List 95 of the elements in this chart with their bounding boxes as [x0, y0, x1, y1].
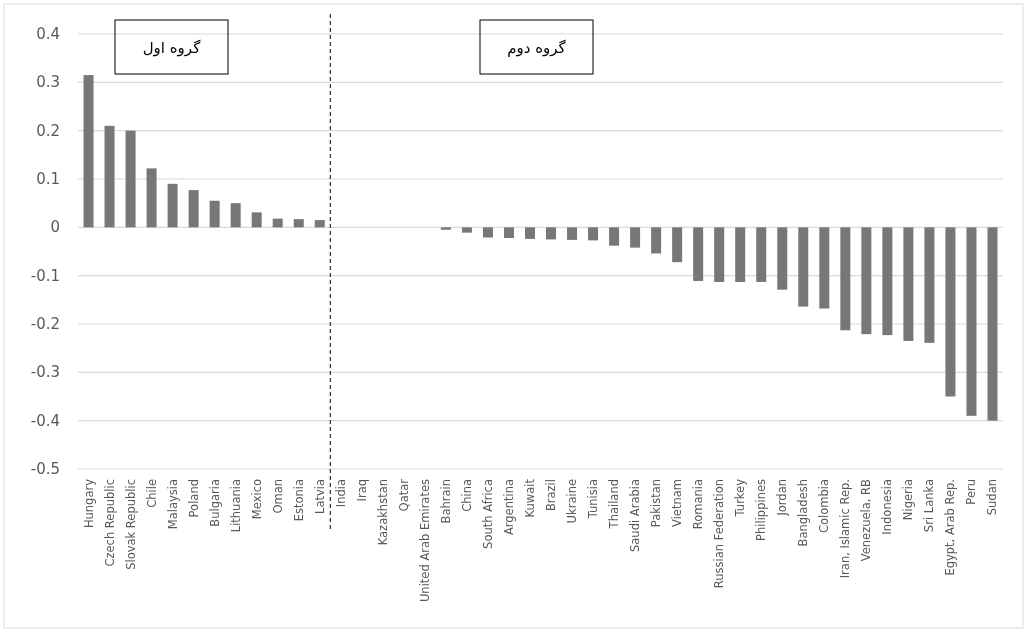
bar [861, 227, 872, 335]
x-tick-label: Argentina [501, 479, 516, 536]
x-tick-label: Iran, Islamic Rep. [838, 479, 853, 579]
x-tick-label: Colombia [817, 479, 832, 534]
bar [251, 212, 262, 228]
x-tick-label: Hungary [81, 478, 96, 529]
y-tick-label: -0.4 [30, 411, 60, 430]
bar [777, 227, 788, 290]
bar [756, 227, 767, 282]
bar [440, 227, 451, 230]
bar [230, 203, 241, 228]
bar [125, 130, 136, 228]
bar [903, 227, 914, 341]
x-tick-label: Lithuania [228, 479, 243, 533]
x-tick-label: Peru [964, 479, 979, 505]
x-tick-label: Kazakhstan [375, 479, 390, 546]
x-tick-label: Mexico [249, 479, 264, 520]
y-tick-label: -0.3 [30, 363, 60, 382]
x-tick-label: Tunisia [586, 479, 601, 520]
y-tick-label: 0.2 [36, 121, 60, 140]
x-tick-label: Czech Republic [102, 479, 117, 567]
annotation: گروه اول [142, 39, 202, 57]
y-tick-label: -0.2 [30, 315, 60, 333]
x-tick-label: Thailand [607, 479, 622, 530]
bar [987, 227, 998, 421]
x-tick-label: Bulgaria [207, 479, 222, 527]
x-tick-label: United Arab Emirates [417, 479, 432, 603]
bar [461, 227, 472, 233]
bar [314, 220, 325, 228]
x-tick-label: Russian Federation [712, 479, 727, 589]
bar [630, 227, 641, 248]
y-tick-label: -0.1 [30, 266, 60, 285]
bar [167, 183, 178, 228]
x-tick-label: Kuwait [522, 478, 537, 518]
y-tick-label: -0.5 [30, 460, 60, 478]
bar [209, 200, 220, 228]
x-tick-label: China [459, 479, 474, 512]
bar [945, 227, 956, 397]
y-tick-label: 0.4 [36, 25, 60, 43]
x-tick-label: Egypt, Arab Rep. [943, 479, 958, 576]
x-tick-label: Ukraine [565, 479, 580, 524]
y-tick-label: 0.3 [36, 73, 60, 92]
bar [567, 227, 578, 240]
x-tick-label: Saudi Arabia [628, 479, 643, 552]
x-tick-label: Malaysia [165, 479, 180, 530]
x-tick-label: Slovak Republic [123, 479, 138, 570]
bar [524, 227, 535, 239]
bar [924, 227, 935, 343]
bar [83, 75, 94, 228]
x-tick-label: Pakistan [649, 479, 664, 528]
x-tick-label: Latvia [312, 479, 327, 515]
bar [609, 227, 620, 246]
x-tick-label: Sudan [985, 479, 1000, 516]
bar [798, 227, 809, 307]
x-tick-label: Estonia [291, 479, 306, 522]
bar [588, 227, 599, 241]
x-tick-label: Bahrain [438, 479, 453, 524]
bar [693, 227, 704, 281]
bar [293, 219, 304, 228]
bar [966, 227, 977, 416]
x-tick-label: Iraq [354, 479, 369, 502]
bar [272, 218, 283, 228]
bar [482, 227, 493, 238]
x-tick-label: Indonesia [880, 479, 895, 535]
x-tick-label: Oman [270, 479, 285, 514]
bar [651, 227, 662, 254]
bar [840, 227, 851, 331]
bar [672, 227, 683, 263]
bar [146, 168, 157, 228]
x-tick-label: Nigeria [901, 479, 916, 521]
bar [819, 227, 830, 309]
x-tick-label: Venezuela, RB [859, 478, 874, 562]
x-tick-label: Jordan [775, 479, 790, 517]
annotation: گروه دوم [507, 39, 567, 57]
x-tick-label: Turkey [733, 478, 748, 518]
bar [546, 227, 557, 240]
x-tick-label: Poland [186, 479, 201, 518]
x-tick-label: Brazil [544, 479, 559, 512]
x-tick-label: Chile [144, 479, 159, 508]
bar [882, 227, 893, 336]
x-tick-label: Philippines [754, 479, 769, 541]
x-tick-label: Bangladesh [796, 479, 811, 547]
bar [104, 125, 115, 228]
x-tick-label: Sri Lanka [922, 479, 937, 533]
x-tick-label: Romania [691, 479, 706, 530]
y-tick-label: 0.1 [36, 170, 60, 188]
bar [503, 227, 514, 238]
bar [735, 227, 746, 282]
x-tick-label: South Africa [480, 479, 495, 549]
bar [188, 190, 199, 228]
x-tick-label: Qatar [396, 478, 411, 512]
bar [714, 227, 725, 282]
y-tick-label: 0 [50, 218, 60, 237]
x-tick-label: Vietnam [670, 479, 685, 527]
x-tick-label: India [333, 479, 348, 508]
